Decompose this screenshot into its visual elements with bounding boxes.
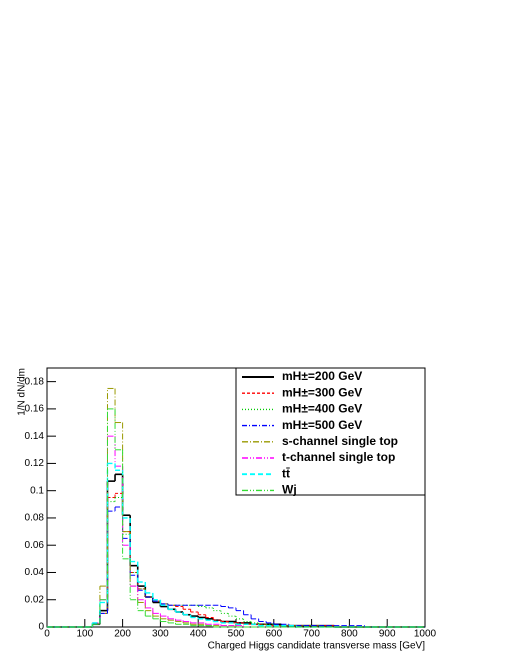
x-axis-title: Charged Higgs candidate transverse mass … (208, 641, 426, 652)
x-tick-label: 400 (190, 629, 207, 640)
legend-label: mH±=400 GeV (282, 402, 362, 416)
y-tick-label: 0.02 (25, 594, 45, 605)
x-tick-label: 0 (44, 629, 50, 640)
x-tick-label: 100 (76, 629, 93, 640)
legend-label: s-channel single top (282, 434, 398, 448)
x-tick-label: 700 (303, 629, 320, 640)
y-tick-label: 0.14 (25, 431, 45, 442)
x-tick-label: 800 (341, 629, 358, 640)
y-tick-label: 0.12 (25, 458, 45, 469)
legend-label: Wj (282, 483, 297, 497)
x-tick-label: 600 (265, 629, 282, 640)
legend-label: mH±=300 GeV (282, 385, 362, 399)
y-tick-label: 0.16 (25, 404, 45, 415)
legend-label: mH±=200 GeV (282, 369, 362, 383)
x-tick-label: 1000 (414, 629, 437, 640)
y-axis-title: 1/N dN/dm (17, 368, 28, 416)
y-tick-label: 0.1 (30, 485, 44, 496)
legend-label: mH±=500 GeV (282, 418, 362, 432)
y-tick-label: 0.04 (25, 567, 45, 578)
y-tick-label: 0.08 (25, 513, 45, 524)
x-tick-label: 300 (152, 629, 169, 640)
x-tick-label: 500 (228, 629, 245, 640)
legend-label: t-channel single top (282, 450, 395, 464)
y-tick-label: 0.18 (25, 376, 45, 387)
x-tick-label: 900 (379, 629, 396, 640)
legend-label: tt̄ (282, 466, 290, 480)
y-tick-label: 0 (38, 622, 44, 633)
x-tick-label: 200 (114, 629, 131, 640)
y-tick-label: 0.06 (25, 540, 45, 551)
